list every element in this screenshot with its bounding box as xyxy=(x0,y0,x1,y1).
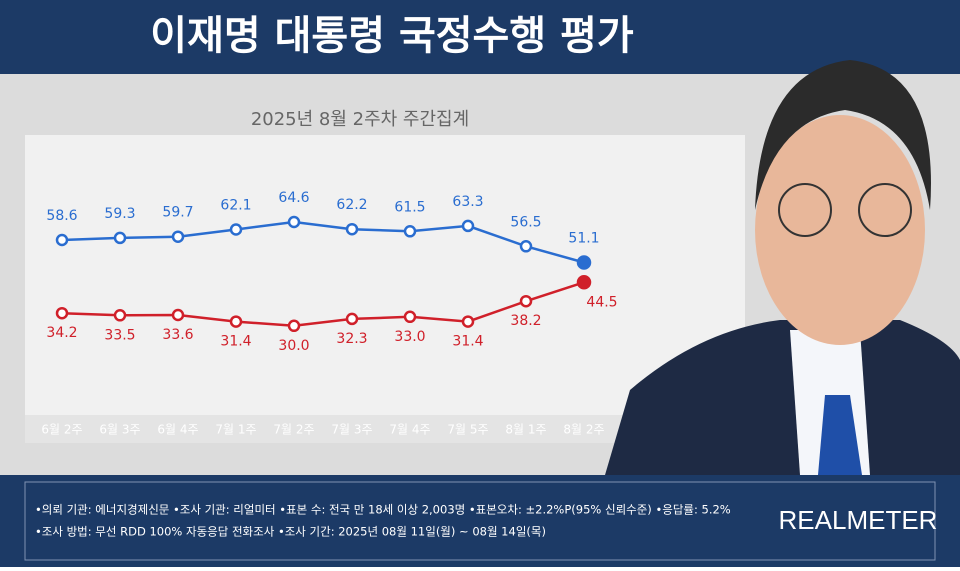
data-label: 63.3 xyxy=(452,194,483,210)
plot-panel xyxy=(25,135,745,415)
plot: 6월 2주 6월 3주 6월 4주 7월 1주 7월 2주 7월 3주 7월 4주 7월 5주… xyxy=(41,190,617,437)
point xyxy=(171,230,185,243)
point xyxy=(229,315,243,328)
point xyxy=(229,223,243,236)
series-line xyxy=(61,281,585,328)
data-label: 59.7 xyxy=(162,205,193,221)
subtitle: 2025년 8월 2주차 주간집계 xyxy=(251,109,469,130)
x-tick-label: 6월 3주 xyxy=(99,423,140,437)
data-label: 32.3 xyxy=(336,331,367,347)
point xyxy=(519,294,533,308)
data-label: 33.6 xyxy=(162,327,193,343)
data-label: 30.0 xyxy=(278,338,309,354)
data-label: 31.4 xyxy=(452,334,483,350)
logo: REALMETER xyxy=(779,505,938,535)
data-label: 64.6 xyxy=(278,190,309,206)
point xyxy=(519,240,533,253)
data-label: 51.1 xyxy=(568,231,599,247)
x-tick-label: 6월 4주 xyxy=(157,423,198,437)
point xyxy=(287,215,301,229)
point xyxy=(55,233,69,247)
point xyxy=(171,308,185,322)
point xyxy=(345,312,359,326)
x-tick-label: 6월 2주 xyxy=(41,423,82,437)
data-label: 62.1 xyxy=(220,198,251,214)
point xyxy=(287,319,301,333)
footer-line: •조사 방법: 무선 RDD 100% 자동응답 전화조사 •조사 기간: 20… xyxy=(35,525,546,539)
x-tick-label: 7월 2주 xyxy=(273,423,314,437)
glasses xyxy=(858,183,912,237)
data-label: 33.5 xyxy=(104,327,135,343)
footer-box xyxy=(24,481,936,561)
data-label: 38.2 xyxy=(510,313,541,329)
portrait xyxy=(605,60,960,475)
point xyxy=(113,309,127,322)
point xyxy=(576,275,592,290)
data-label: 59.3 xyxy=(104,206,135,222)
glasses xyxy=(778,183,832,237)
footer-line: •의뢰 기관: 에너지경제신문 •조사 기관: 리얼미터 •표본 수: 전국 만… xyxy=(35,503,731,517)
data-label: 34.2 xyxy=(46,325,77,341)
x-tick-label: 7월 3주 xyxy=(331,423,372,437)
data-label: 61.5 xyxy=(394,199,425,215)
header-band xyxy=(0,0,960,74)
footer-band xyxy=(0,475,960,567)
x-tick-label: 8월 2주 xyxy=(563,423,604,437)
point xyxy=(461,219,475,233)
data-label: 58.6 xyxy=(46,208,77,224)
x-tick-label: 8월 1주 xyxy=(505,423,546,437)
x-tick-label: 7월 4주 xyxy=(389,423,430,437)
point xyxy=(403,225,417,238)
point xyxy=(113,231,127,245)
title: 이재명 대통령 국정수행 평가 xyxy=(150,13,634,59)
point xyxy=(403,310,417,324)
face xyxy=(755,115,925,345)
point xyxy=(345,222,359,236)
series-line xyxy=(61,220,585,264)
suit xyxy=(605,320,960,475)
data-label: 31.4 xyxy=(220,334,251,350)
point xyxy=(55,306,69,320)
point xyxy=(576,255,592,270)
x-tick-label: 7월 5주 xyxy=(447,423,488,437)
hair xyxy=(755,60,931,210)
point xyxy=(461,315,475,328)
tie xyxy=(818,395,862,475)
data-label: 56.5 xyxy=(510,214,541,230)
data-label: 62.2 xyxy=(336,197,367,213)
data-label: 33.0 xyxy=(394,329,425,345)
data-label: 44.5 xyxy=(586,294,617,310)
x-tick-label: 7월 1주 xyxy=(215,423,256,437)
